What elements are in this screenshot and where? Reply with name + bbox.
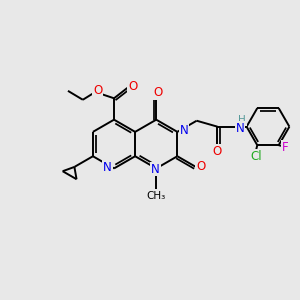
Text: CH₃: CH₃	[147, 191, 166, 201]
Text: O: O	[153, 86, 162, 99]
Text: N: N	[179, 124, 188, 137]
Text: O: O	[93, 84, 102, 98]
Text: O: O	[128, 80, 137, 93]
Text: F: F	[282, 141, 289, 154]
Text: O: O	[213, 146, 222, 158]
Text: N: N	[236, 122, 244, 135]
Text: Cl: Cl	[250, 150, 262, 163]
Text: O: O	[196, 160, 205, 173]
Text: N: N	[151, 163, 160, 176]
Text: H: H	[238, 115, 246, 125]
Text: N: N	[103, 161, 112, 174]
